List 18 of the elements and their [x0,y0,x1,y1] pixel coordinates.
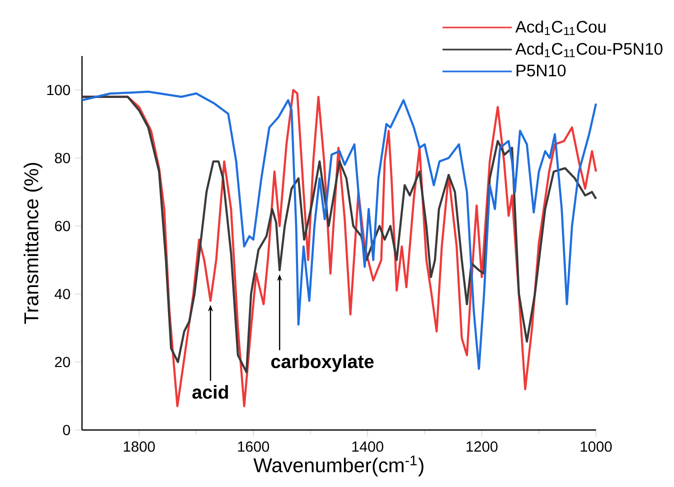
y-tick-label: 100 [47,84,70,96]
annotation: acid [192,385,228,399]
y-axis-title: Transmittance (%) [24,162,42,324]
x-tick-label: 1400 [352,441,384,452]
legend-label: P5N10 [516,64,566,76]
y-tick-label: 0 [63,424,70,436]
y-tick-label: 20 [55,356,70,368]
y-tick-label: 40 [54,288,70,300]
x-tick-label: 1000 [580,441,612,452]
annotation: carboxylate [271,354,374,372]
y-tick-label: 60 [55,220,70,232]
legend-label: Acd$_{1}$C$_{11}$Cou-P5N10 [515,42,662,58]
x-axis-title: Wavenumber(cm$^{-1}$) [253,456,424,476]
x-tick-label: 1600 [238,441,270,452]
y-tick-label: 80 [54,152,70,164]
x-tick-label: 1200 [466,441,498,452]
legend-label: Acd$_{1}$C$_{11}$Cou [515,20,606,36]
x-tick-label: 1800 [124,441,155,452]
